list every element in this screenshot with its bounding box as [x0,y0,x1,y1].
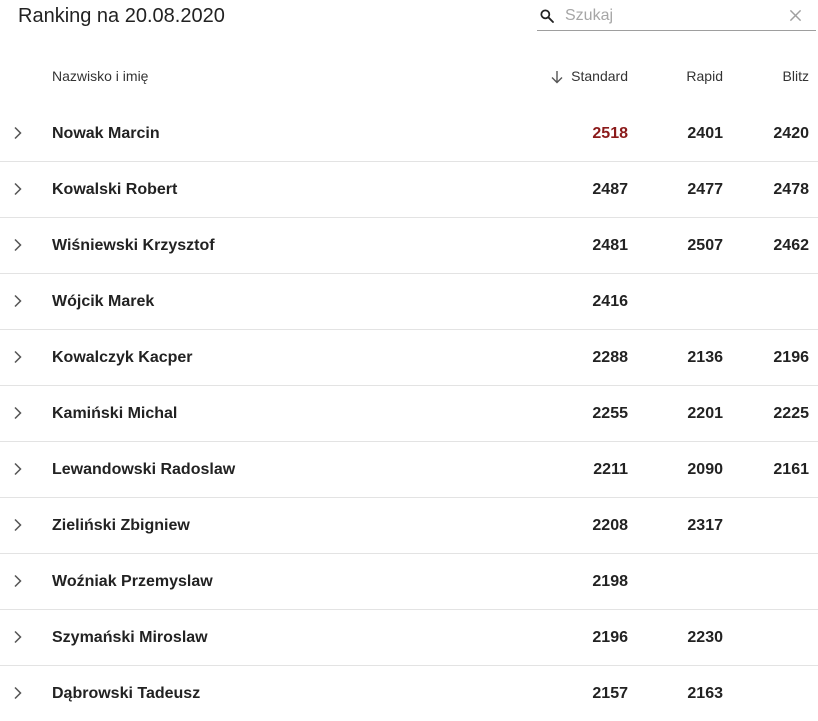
rating-standard: 2481 [592,237,628,254]
search-box[interactable] [537,0,816,31]
rating-blitz: 2225 [773,405,809,422]
rating-standard: 2416 [592,293,628,310]
player-name: Wójcik Marek [52,293,155,310]
rating-rapid: 2401 [687,125,723,142]
player-name: Szymański Miroslaw [52,629,208,646]
rating-standard: 2487 [592,181,628,198]
rating-rapid: 2136 [687,349,723,366]
arrow-down-icon[interactable] [550,70,564,84]
rating-standard: 2208 [592,517,628,534]
rating-standard: 2518 [592,125,628,142]
rating-blitz: 2196 [773,349,809,366]
rating-blitz: 2478 [773,181,809,198]
rating-rapid: 2163 [687,685,723,702]
rating-blitz: 2161 [773,461,809,478]
chevron-right-icon[interactable] [13,350,23,364]
table-row[interactable]: Wójcik Marek 2416 [0,274,818,330]
table-header: Nazwisko i imię Standard Rapid Blitz [0,56,818,96]
search-input[interactable] [565,4,775,28]
rating-rapid: 2507 [687,237,723,254]
chevron-right-icon[interactable] [13,462,23,476]
table-row[interactable]: Wiśniewski Krzysztof 2481 2507 2462 [0,218,818,274]
column-header-name[interactable]: Nazwisko i imię [52,68,149,84]
rating-standard: 2196 [592,629,628,646]
rating-rapid: 2230 [687,629,723,646]
table-row[interactable]: Szymański Miroslaw 2196 2230 [0,610,818,666]
table-row[interactable]: Lewandowski Radoslaw 2211 2090 2161 [0,442,818,498]
column-header-blitz[interactable]: Blitz [782,68,809,84]
player-name: Nowak Marcin [52,125,160,142]
player-name: Zieliński Zbigniew [52,517,190,534]
table-row[interactable]: Dąbrowski Tadeusz 2157 2163 [0,666,818,721]
rating-blitz: 2420 [773,125,809,142]
table-row[interactable]: Kamiński Michal 2255 2201 2225 [0,386,818,442]
chevron-right-icon[interactable] [13,686,23,700]
rating-blitz: 2462 [773,237,809,254]
player-name: Woźniak Przemyslaw [52,573,213,590]
table-row[interactable]: Nowak Marcin 2518 2401 2420 [0,106,818,162]
player-name: Wiśniewski Krzysztof [52,237,215,254]
chevron-right-icon[interactable] [13,126,23,140]
rating-rapid: 2201 [687,405,723,422]
rating-rapid: 2477 [687,181,723,198]
table-row[interactable]: Kowalski Robert 2487 2477 2478 [0,162,818,218]
column-header-standard[interactable]: Standard [571,68,628,84]
column-header-rapid[interactable]: Rapid [686,68,723,84]
player-name: Kowalski Robert [52,181,178,198]
table-row[interactable]: Kowalczyk Kacper 2288 2136 2196 [0,330,818,386]
player-name: Dąbrowski Tadeusz [52,685,201,702]
chevron-right-icon[interactable] [13,182,23,196]
ranking-table-body: Nowak Marcin 2518 2401 2420 Kowalski Robert 2… [0,106,818,721]
page-title: Ranking na 20.08.2020 [18,5,225,27]
chevron-right-icon[interactable] [13,406,23,420]
table-row[interactable]: Woźniak Przemyslaw 2198 [0,554,818,610]
table-row[interactable]: Zieliński Zbigniew 2208 2317 [0,498,818,554]
chevron-right-icon[interactable] [13,630,23,644]
rating-standard: 2288 [592,349,628,366]
chevron-right-icon[interactable] [13,518,23,532]
rating-standard: 2211 [593,461,628,478]
player-name: Kowalczyk Kacper [52,349,193,366]
chevron-right-icon[interactable] [13,238,23,252]
rating-standard: 2198 [592,573,628,590]
rating-standard: 2255 [592,405,628,422]
rating-rapid: 2090 [687,461,723,478]
player-name: Kamiński Michal [52,405,178,422]
rating-standard: 2157 [592,685,628,702]
rating-rapid: 2317 [687,517,723,534]
close-icon[interactable] [789,9,802,22]
search-icon [540,9,554,23]
player-name: Lewandowski Radoslaw [52,461,236,478]
chevron-right-icon[interactable] [13,574,23,588]
chevron-right-icon[interactable] [13,294,23,308]
